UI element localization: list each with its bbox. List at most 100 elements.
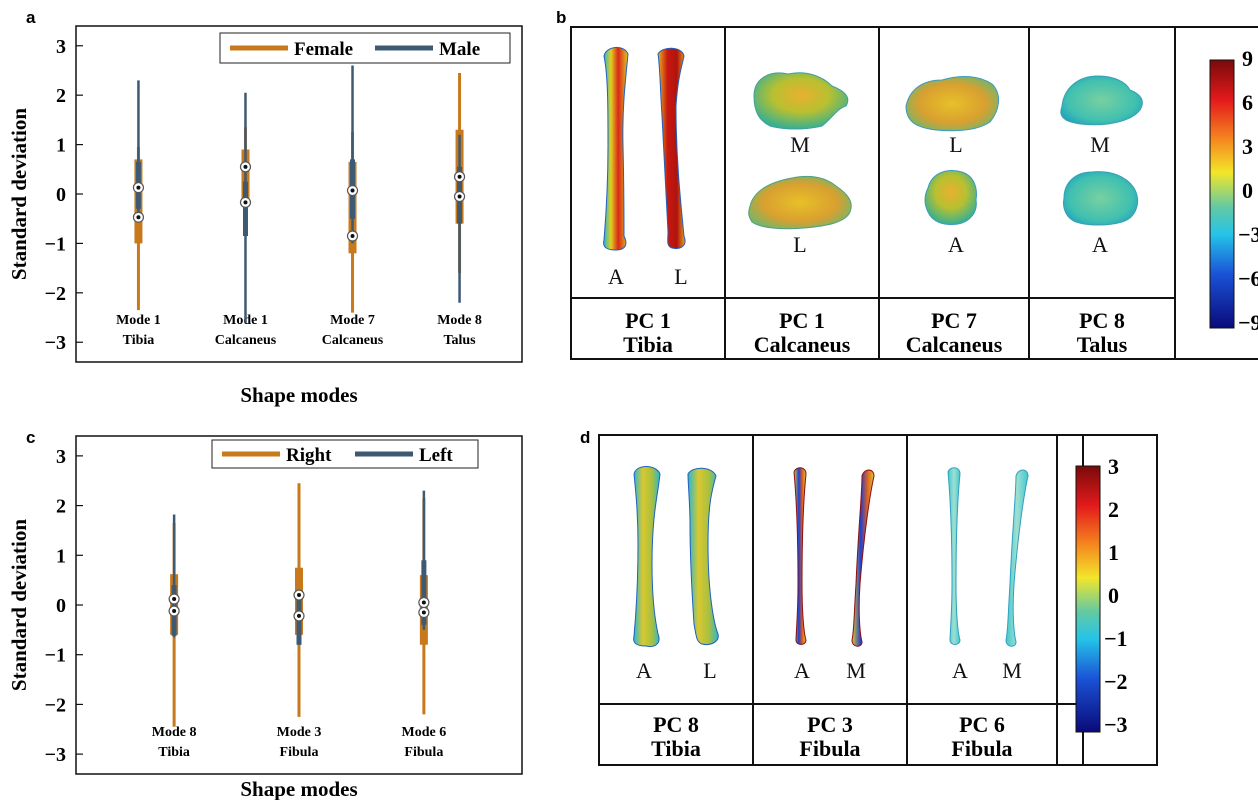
y-tick-label: −1 — [45, 645, 66, 667]
box — [296, 600, 302, 645]
tibia-render-l — [657, 47, 686, 249]
y-axis-label: Standard deviation — [7, 519, 31, 691]
pc-label: PC 6 — [959, 712, 1005, 737]
view-label: A — [794, 658, 810, 683]
y-tick-label: −3 — [45, 744, 66, 766]
colorbar-tick: −3 — [1104, 712, 1128, 737]
y-tick-label: 3 — [56, 36, 66, 58]
calcaneus-render-l — [748, 175, 852, 230]
bone-label: Tibia — [651, 736, 701, 761]
y-tick-label: −2 — [45, 694, 66, 716]
legend-label: Right — [286, 445, 332, 466]
bone-label: Calcaneus — [754, 332, 851, 357]
chart-c: −3 −2 −1 0 1 2 3 Standard deviation Shape modes M… — [7, 435, 523, 800]
legend-label: Female — [294, 39, 353, 60]
x-axis-label: Shape modes — [240, 383, 357, 407]
pc-label: PC 7 — [931, 308, 977, 333]
legend-label: Left — [419, 445, 453, 466]
category-label: Fibula — [404, 745, 443, 760]
colorbar-tick: 1 — [1108, 540, 1119, 565]
view-label: L — [793, 232, 806, 257]
category-label: Tibia — [158, 745, 190, 760]
category-label: Fibula — [280, 745, 319, 760]
colorbar-d — [1075, 465, 1101, 733]
y-tick-label: 3 — [56, 446, 66, 468]
pc-label: PC 8 — [1079, 308, 1125, 333]
tibia-render-l — [687, 467, 719, 645]
category-label: Mode 6 — [402, 725, 447, 740]
talus-render-a — [1063, 171, 1138, 226]
colorbar-tick: −2 — [1104, 669, 1128, 694]
calcaneus-render-m — [753, 72, 849, 130]
colorbar-tick: 0 — [1108, 583, 1119, 608]
view-label: L — [703, 658, 716, 683]
bone-label: Fibula — [799, 736, 860, 761]
panel-b-shape-figure: A L M L L A M A PC 1 Tibia PC 1 Calcaneu… — [570, 26, 1258, 360]
y-tick-label: 1 — [56, 135, 66, 157]
colorbar-tick: 2 — [1108, 497, 1119, 522]
tibia-render-a — [633, 466, 661, 647]
pc-label: PC 3 — [807, 712, 853, 737]
view-label: M — [846, 658, 866, 683]
category-label: Calcaneus — [215, 333, 277, 348]
fibula-render-m2 — [1005, 469, 1029, 647]
median-dot — [136, 185, 141, 190]
colorbar-tick: −3 — [1238, 222, 1258, 247]
view-label: L — [674, 264, 687, 289]
view-label: A — [948, 232, 964, 257]
median-dot — [136, 215, 141, 220]
colorbar-tick: 3 — [1108, 454, 1119, 479]
category-label: Calcaneus — [322, 333, 384, 348]
category-label: Mode 3 — [277, 725, 322, 740]
category-label: Talus — [443, 333, 476, 348]
fibula-render-a — [793, 467, 807, 645]
colorbar-tick: 9 — [1242, 46, 1253, 71]
panel-letter-b: b — [556, 8, 567, 27]
talus-render-m — [1060, 75, 1143, 126]
view-label: A — [952, 658, 968, 683]
view-label: A — [1092, 232, 1108, 257]
chart-a: −3 −2 −1 0 1 2 3 Standard deviation Shape modes M… — [7, 25, 523, 407]
box — [421, 560, 427, 625]
panel-d-shape-figure: A L A M A M PC 8 Tibia PC 3 Fibula PC 6 … — [598, 434, 1158, 766]
median-dot — [350, 188, 355, 193]
bone-label: Tibia — [623, 332, 673, 357]
pc-label: PC 1 — [779, 308, 825, 333]
view-label: M — [790, 132, 810, 157]
view-label: M — [1090, 132, 1110, 157]
category-label: Mode 1 — [116, 313, 161, 328]
median-dot — [350, 234, 355, 238]
fibula-render-m — [851, 469, 875, 647]
view-label: L — [949, 132, 962, 157]
category-label: Mode 7 — [330, 313, 375, 328]
y-tick-label: 0 — [56, 595, 66, 617]
colorbar-b — [1209, 59, 1235, 329]
median-dot — [172, 608, 177, 613]
median-dot — [172, 597, 177, 602]
y-tick-label: 0 — [56, 184, 66, 206]
pc-label: PC 8 — [653, 712, 699, 737]
calcaneus-render-l2 — [905, 76, 999, 132]
category-label: Mode 8 — [437, 313, 482, 328]
colorbar-tick: 0 — [1242, 178, 1253, 203]
legend-label: Male — [439, 39, 480, 60]
panel-letter-c: c — [26, 428, 36, 447]
bone-label: Calcaneus — [906, 332, 1003, 357]
median-dot — [421, 600, 426, 605]
fibula-render-a2 — [947, 467, 961, 645]
view-label: A — [636, 658, 652, 683]
category-label: Mode 8 — [152, 725, 197, 740]
tibia-render-a — [603, 47, 629, 251]
colorbar-tick: 3 — [1242, 134, 1253, 159]
panel-letter-a: a — [26, 8, 36, 27]
y-tick-label: 1 — [56, 545, 66, 567]
view-label: A — [608, 264, 624, 289]
y-tick-label: 2 — [56, 85, 66, 107]
pc-label: PC 1 — [625, 308, 671, 333]
y-axis-label: Standard deviation — [7, 108, 31, 280]
x-axis-label: Shape modes — [240, 777, 357, 800]
median-dot — [421, 610, 426, 615]
median-dot — [243, 200, 248, 205]
median-dot — [457, 194, 462, 199]
y-tick-label: −3 — [45, 332, 66, 354]
